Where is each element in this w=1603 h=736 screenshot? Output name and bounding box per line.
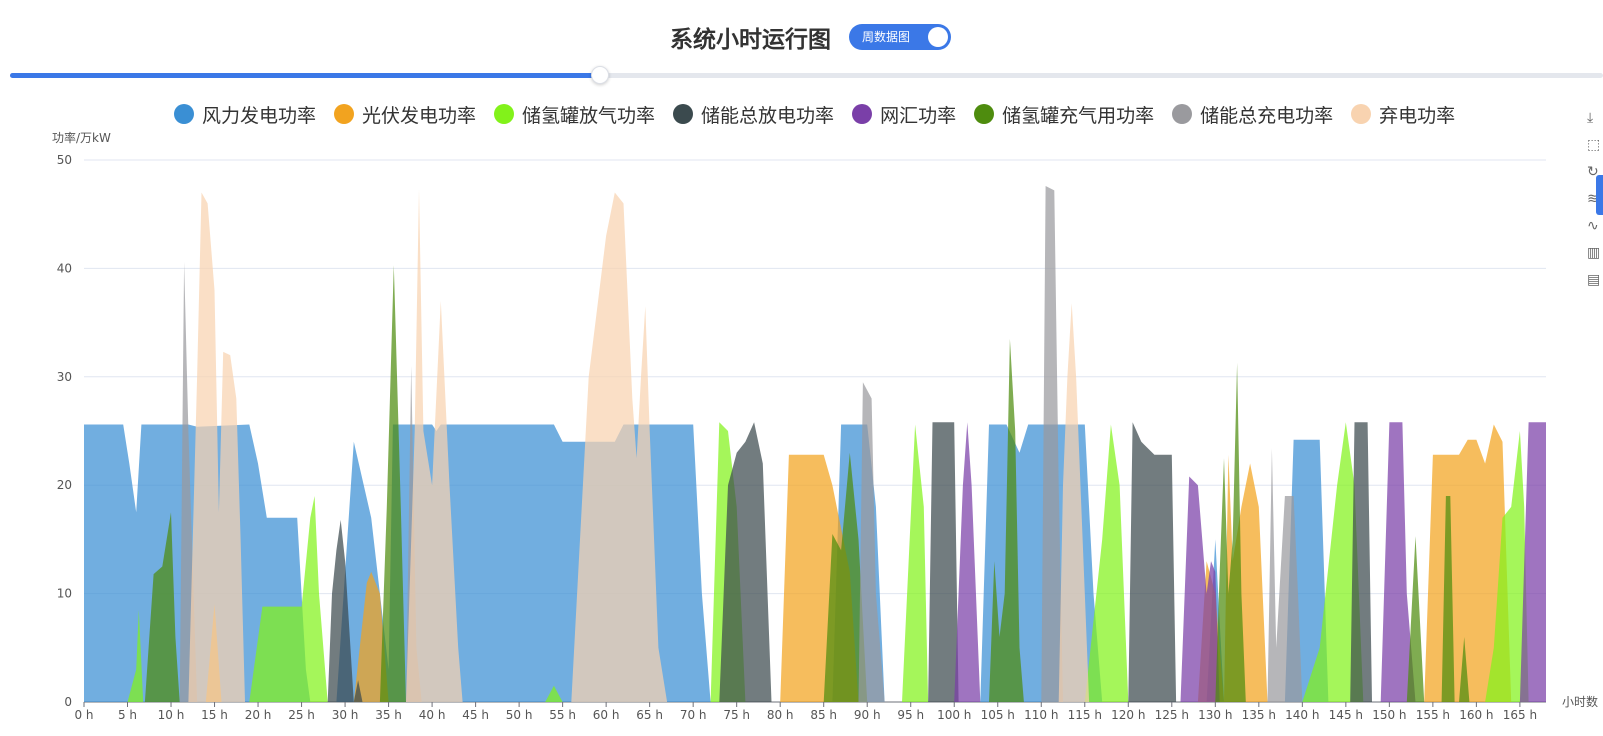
x-tick-label: 125 h bbox=[1155, 708, 1189, 722]
legend-label: 储能总充电功率 bbox=[1200, 104, 1334, 127]
x-tick-label: 45 h bbox=[462, 708, 489, 722]
legend-item[interactable]: 光伏发电功率 bbox=[334, 101, 476, 128]
legend-marker bbox=[174, 104, 194, 124]
x-axis-label: 小时数 bbox=[1562, 694, 1598, 709]
x-tick-label: 25 h bbox=[288, 708, 315, 722]
legend-item[interactable]: 网汇功率 bbox=[852, 101, 956, 128]
legend-marker bbox=[1351, 104, 1372, 124]
data-view-icon[interactable]: ▤ bbox=[1587, 272, 1601, 288]
x-tick-label: 15 h bbox=[201, 708, 228, 722]
x-tick-label: 165 h bbox=[1503, 708, 1537, 722]
weekly-data-toggle[interactable]: 周数据图 bbox=[849, 24, 951, 50]
x-tick-label: 10 h bbox=[158, 708, 185, 722]
time-range-slider[interactable] bbox=[10, 66, 1603, 84]
x-tick-label: 105 h bbox=[981, 708, 1015, 722]
x-tick-label: 20 h bbox=[245, 708, 272, 722]
legend-label: 光伏发电功率 bbox=[362, 104, 477, 127]
chart-legend: 风力发电功率 光伏发电功率 储氢罐放气功率 储能总放电功率 网汇功率 储氢罐充气用功率 储能… bbox=[174, 101, 1473, 127]
y-tick-label: 20 bbox=[57, 478, 72, 492]
toggle-knob bbox=[928, 27, 948, 47]
y-tick-label: 50 bbox=[57, 153, 72, 167]
legend-label: 储氢罐放气功率 bbox=[522, 104, 656, 127]
slider-thumb[interactable] bbox=[591, 66, 610, 84]
legend-marker bbox=[673, 104, 694, 124]
x-tick-label: 40 h bbox=[419, 708, 446, 722]
x-tick-label: 155 h bbox=[1416, 708, 1450, 722]
y-tick-label: 0 bbox=[64, 695, 72, 709]
legend-item[interactable]: 储氢罐充气用功率 bbox=[974, 101, 1154, 128]
restore-icon[interactable]: ↻ bbox=[1587, 164, 1599, 180]
legend-item[interactable]: 风力发电功率 bbox=[174, 101, 316, 128]
legend-label: 储能总放电功率 bbox=[701, 104, 835, 127]
x-tick-label: 35 h bbox=[375, 708, 402, 722]
x-tick-label: 120 h bbox=[1111, 708, 1145, 722]
x-tick-label: 135 h bbox=[1242, 708, 1276, 722]
legend-marker bbox=[852, 104, 873, 124]
x-tick-label: 140 h bbox=[1285, 708, 1319, 722]
legend-item[interactable]: 储能总充电功率 bbox=[1172, 101, 1333, 128]
legend-marker bbox=[334, 104, 355, 124]
y-axis: 0 10 20 30 40 50 bbox=[57, 153, 72, 709]
x-tick-label: 110 h bbox=[1024, 708, 1058, 722]
crop-icon[interactable]: ⬚ bbox=[1587, 137, 1601, 153]
series-area bbox=[84, 189, 1546, 703]
x-tick-label: 150 h bbox=[1372, 708, 1406, 722]
x-tick-label: 5 h bbox=[118, 708, 137, 722]
download-icon[interactable]: ⤓ bbox=[1587, 110, 1594, 126]
legend-marker bbox=[494, 104, 515, 124]
x-tick-label: 100 h bbox=[937, 708, 971, 722]
series-area bbox=[84, 422, 1546, 702]
legend-item[interactable]: 储能总放电功率 bbox=[673, 101, 834, 128]
x-tick-label: 95 h bbox=[897, 708, 924, 722]
chart-title: 系统小时运行图 bbox=[670, 27, 831, 53]
y-axis-label: 功率/万kW bbox=[52, 130, 111, 145]
legend-label: 储氢罐充气用功率 bbox=[1002, 104, 1155, 127]
x-tick-label: 160 h bbox=[1459, 708, 1493, 722]
line-chart-icon[interactable]: ∿ bbox=[1587, 218, 1599, 234]
data-zoom-icon[interactable]: ≋ bbox=[1587, 191, 1599, 207]
x-tick-label: 145 h bbox=[1329, 708, 1363, 722]
x-tick-label: 80 h bbox=[767, 708, 794, 722]
x-tick-label: 70 h bbox=[680, 708, 707, 722]
x-tick-label: 0 h bbox=[74, 708, 93, 722]
bar-chart-icon[interactable]: ▥ bbox=[1587, 245, 1601, 261]
chart-header: 系统小时运行图 周数据图 bbox=[0, 18, 1603, 54]
y-tick-label: 30 bbox=[57, 370, 72, 384]
legend-item[interactable]: 弃电功率 bbox=[1351, 101, 1455, 128]
legend-marker bbox=[974, 104, 995, 124]
x-tick-label: 90 h bbox=[854, 708, 881, 722]
x-tick-label: 30 h bbox=[332, 708, 359, 722]
x-tick-label: 50 h bbox=[506, 708, 533, 722]
x-tick-label: 130 h bbox=[1198, 708, 1232, 722]
legend-label: 风力发电功率 bbox=[202, 104, 317, 127]
x-tick-label: 55 h bbox=[549, 708, 576, 722]
toggle-label: 周数据图 bbox=[862, 30, 911, 44]
x-tick-label: 75 h bbox=[723, 708, 750, 722]
toolbox-active-indicator bbox=[1596, 175, 1603, 215]
y-tick-label: 40 bbox=[57, 261, 72, 275]
x-tick-label: 115 h bbox=[1068, 708, 1102, 722]
legend-label: 弃电功率 bbox=[1379, 104, 1456, 127]
chart-toolbox: ⤓ ⬚ ↻ ≋ ∿ ▥ ▤ bbox=[1585, 104, 1603, 294]
x-tick-label: 85 h bbox=[810, 708, 837, 722]
x-axis: 0 h 5 h 10 h 15 h 20 h 25 h 30 h 35 h 40 h 45 h 50… bbox=[74, 702, 1537, 722]
y-tick-label: 10 bbox=[57, 587, 72, 601]
slider-fill bbox=[10, 73, 600, 78]
legend-label: 网汇功率 bbox=[880, 104, 957, 127]
legend-item[interactable]: 储氢罐放气功率 bbox=[494, 101, 655, 128]
x-tick-label: 65 h bbox=[636, 708, 663, 722]
x-tick-label: 60 h bbox=[593, 708, 620, 722]
legend-marker bbox=[1172, 104, 1193, 124]
series-areas bbox=[84, 186, 1546, 703]
series-area bbox=[84, 424, 1546, 702]
